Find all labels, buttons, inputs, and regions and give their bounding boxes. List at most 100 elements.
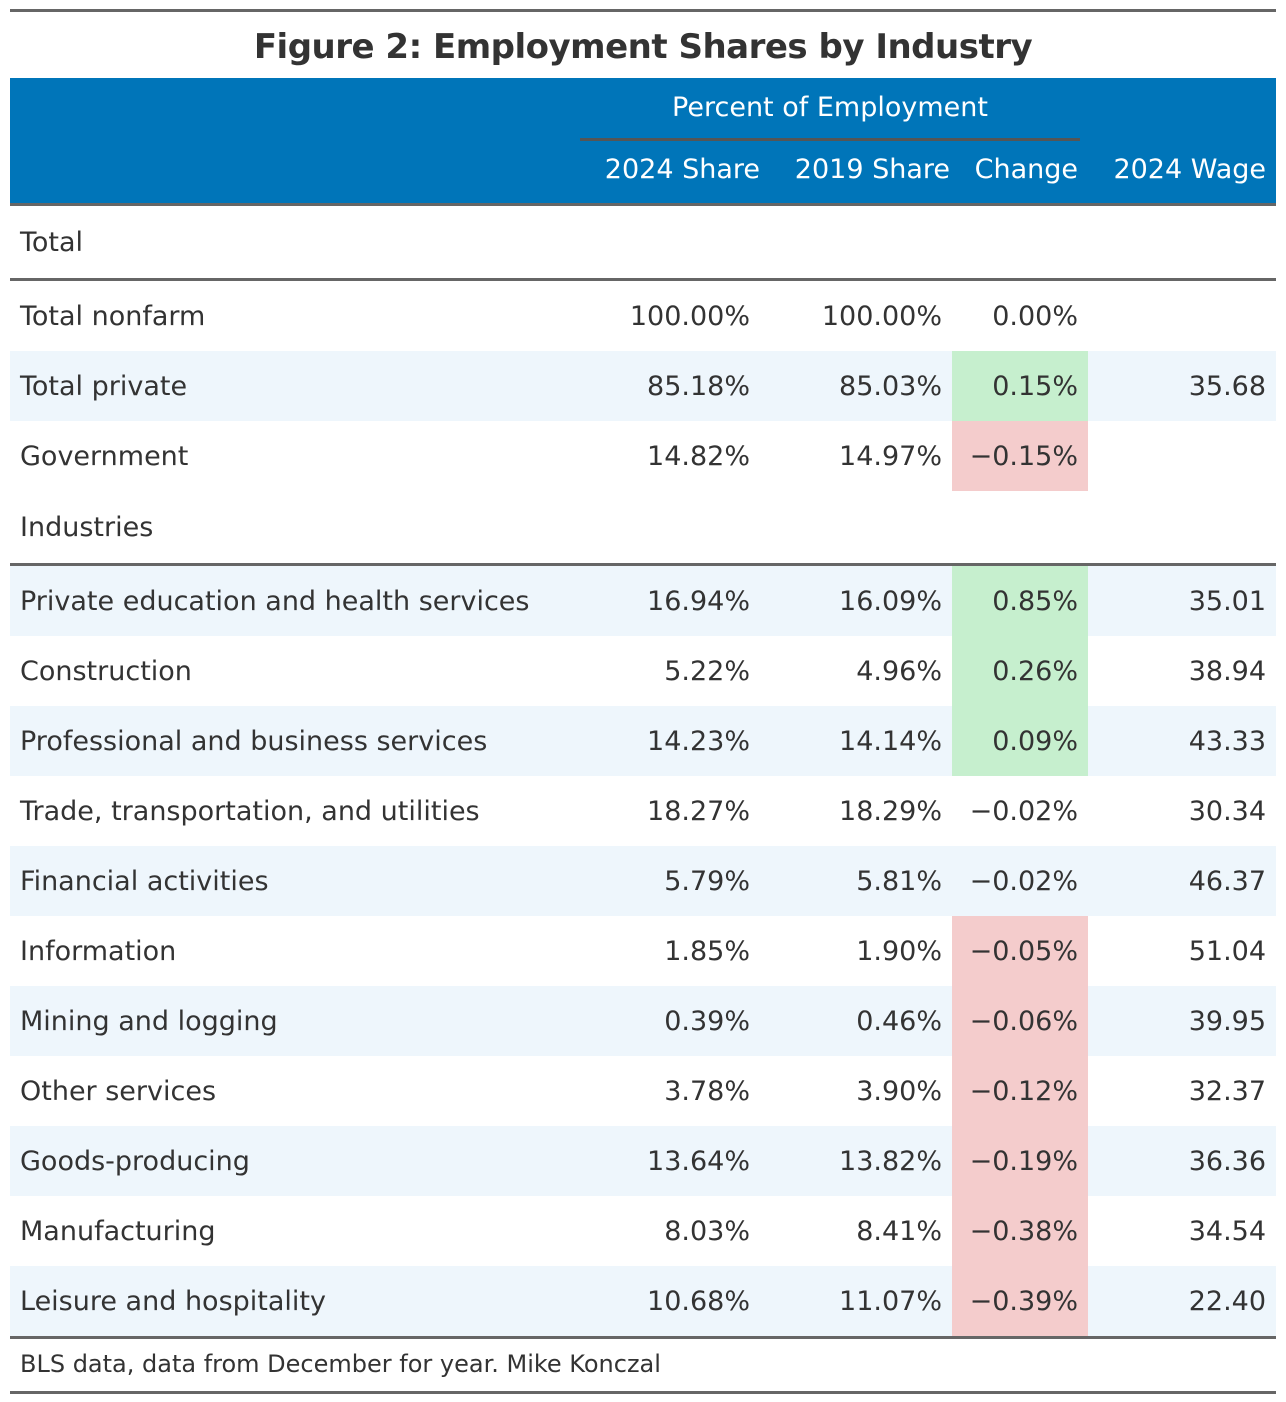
row-label: Total nonfarm <box>20 300 206 332</box>
change-cell: −0.06% <box>952 986 1088 1056</box>
share-2019-cell: 14.14% <box>760 706 952 776</box>
share-2019-cell: 18.29% <box>839 795 942 827</box>
share-2024-cell: 100.00% <box>629 300 750 332</box>
column-header-2024-wage: 2024 Wage <box>1113 154 1266 185</box>
table-row: Construction 5.22% 4.96% 0.26% 38.94 <box>10 636 1276 706</box>
share-2019-cell: 5.81% <box>760 846 952 916</box>
top-rule <box>10 9 1276 12</box>
share-2019-cell: 85.03% <box>760 351 952 421</box>
wage-cell <box>1088 281 1276 351</box>
table-row: Leisure and hospitality 10.68% 11.07% −0.39… <box>10 1266 1277 1336</box>
share-2024-cell: 3.78% <box>664 1075 750 1107</box>
row-label: Private education and health services <box>10 566 570 636</box>
change-cell: 0.09% <box>952 706 1088 776</box>
group-label: Industries <box>20 511 154 543</box>
row-label: Mining and logging <box>10 986 570 1056</box>
row-label: Professional and business services <box>10 706 570 776</box>
row-label: Goods-producing <box>10 1126 570 1196</box>
change-cell: −0.02% <box>952 846 1088 916</box>
share-2024-cell: 14.82% <box>647 440 750 472</box>
table-row: Private education and health services 16.… <box>10 566 1277 636</box>
row-label: Construction <box>20 655 192 687</box>
wage-cell: 51.04 <box>1188 935 1267 967</box>
share-2019-cell: 4.96% <box>856 655 942 687</box>
share-2019-cell: 16.09% <box>760 566 952 636</box>
change-cell: 0.85% <box>952 566 1088 636</box>
row-label: Financial activities <box>10 846 570 916</box>
share-2024-cell: 10.68% <box>570 1266 760 1336</box>
row-label: Trade, transportation, and utilities <box>20 795 480 827</box>
row-label: Total private <box>10 351 570 421</box>
column-spanner: Percent of Employment <box>672 92 988 123</box>
employment-table: Figure 2: Employment Shares by Industry … <box>10 9 1277 1394</box>
table-body: Total Total nonfarm 100.00% 100.00% 0.00% Tot… <box>10 206 1277 1336</box>
table-row: Total private 85.18% 85.03% 0.15% 35.68 <box>10 351 1277 421</box>
table-title: Figure 2: Employment Shares by Industry <box>253 27 1033 67</box>
share-2019-cell: 8.41% <box>856 1215 942 1247</box>
change-cell: 0.26% <box>952 636 1088 706</box>
change-cell: −0.12% <box>952 1056 1088 1126</box>
wage-cell: 32.37 <box>1188 1075 1267 1107</box>
share-2019-cell: 11.07% <box>760 1266 952 1336</box>
table-row: Financial activities 5.79% 5.81% −0.02% 46.3… <box>10 846 1277 916</box>
wage-cell: 22.40 <box>1088 1266 1277 1336</box>
wage-cell: 43.33 <box>1088 706 1277 776</box>
share-2019-cell: 13.82% <box>760 1126 952 1196</box>
column-header-2024-share: 2024 Share <box>604 154 760 185</box>
share-2019-cell: 100.00% <box>821 300 942 332</box>
share-2024-cell: 0.39% <box>570 986 760 1056</box>
table-footnote: BLS data, data from December for year. M… <box>10 1336 1276 1394</box>
row-label: Leisure and hospitality <box>10 1266 570 1336</box>
table-header: Percent of Employment 2024 Share 2019 Sh… <box>10 78 1276 203</box>
row-label: Government <box>20 440 189 472</box>
row-label: Manufacturing <box>20 1215 216 1247</box>
wage-cell: 35.01 <box>1088 566 1277 636</box>
wage-cell: 34.54 <box>1188 1215 1267 1247</box>
column-header-change: Change <box>974 154 1078 185</box>
group-row: Total <box>10 206 1276 280</box>
share-2019-cell: 14.97% <box>839 440 942 472</box>
share-2019-cell: 3.90% <box>856 1075 942 1107</box>
share-2019-cell: 0.46% <box>760 986 952 1056</box>
share-2024-cell: 13.64% <box>570 1126 760 1196</box>
table-row: Trade, transportation, and utilities 18.2… <box>10 776 1276 846</box>
table-row: Manufacturing 8.03% 8.41% −0.38% 34.54 <box>10 1196 1276 1266</box>
row-label: Other services <box>20 1075 217 1107</box>
change-cell: −0.19% <box>952 1126 1088 1196</box>
table-row: Total nonfarm 100.00% 100.00% 0.00% <box>10 281 1276 351</box>
share-2019-cell: 1.90% <box>856 935 942 967</box>
table-row: Mining and logging 0.39% 0.46% −0.06% 39.95 <box>10 986 1277 1056</box>
change-cell: −0.38% <box>952 1196 1088 1266</box>
share-2024-cell: 85.18% <box>570 351 760 421</box>
wage-cell: 36.36 <box>1088 1126 1277 1196</box>
group-rule <box>10 278 1277 282</box>
header-rule <box>10 203 1276 206</box>
group-row: Industries <box>10 491 1276 565</box>
wage-cell <box>1088 421 1276 491</box>
share-2024-cell: 5.22% <box>664 655 750 687</box>
share-2024-cell: 18.27% <box>647 795 750 827</box>
change-cell: 0.00% <box>992 300 1078 332</box>
wage-cell: 46.37 <box>1088 846 1277 916</box>
spanner-rule <box>580 138 1080 141</box>
wage-cell: 39.95 <box>1088 986 1277 1056</box>
change-cell: −0.15% <box>952 421 1088 491</box>
table-row: Information 1.85% 1.90% −0.05% 51.04 <box>10 916 1276 986</box>
wage-cell: 30.34 <box>1188 795 1267 827</box>
table-row: Government 14.82% 14.97% −0.15% <box>10 421 1276 491</box>
change-cell: 0.15% <box>952 351 1088 421</box>
change-cell: −0.02% <box>969 795 1078 827</box>
table-row: Other services 3.78% 3.90% −0.12% 32.37 <box>10 1056 1276 1126</box>
column-header-2019-share: 2019 Share <box>794 154 950 185</box>
change-cell: −0.39% <box>952 1266 1088 1336</box>
table-row: Professional and business services 14.23%… <box>10 706 1277 776</box>
wage-cell: 38.94 <box>1188 655 1267 687</box>
share-2024-cell: 16.94% <box>570 566 760 636</box>
group-label: Total <box>20 226 84 258</box>
change-cell: −0.05% <box>952 916 1088 986</box>
wage-cell: 35.68 <box>1088 351 1277 421</box>
table-row: Goods-producing 13.64% 13.82% −0.19% 36.36 <box>10 1126 1277 1196</box>
share-2024-cell: 1.85% <box>664 935 750 967</box>
row-label: Information <box>20 935 177 967</box>
group-rule <box>10 563 1277 567</box>
